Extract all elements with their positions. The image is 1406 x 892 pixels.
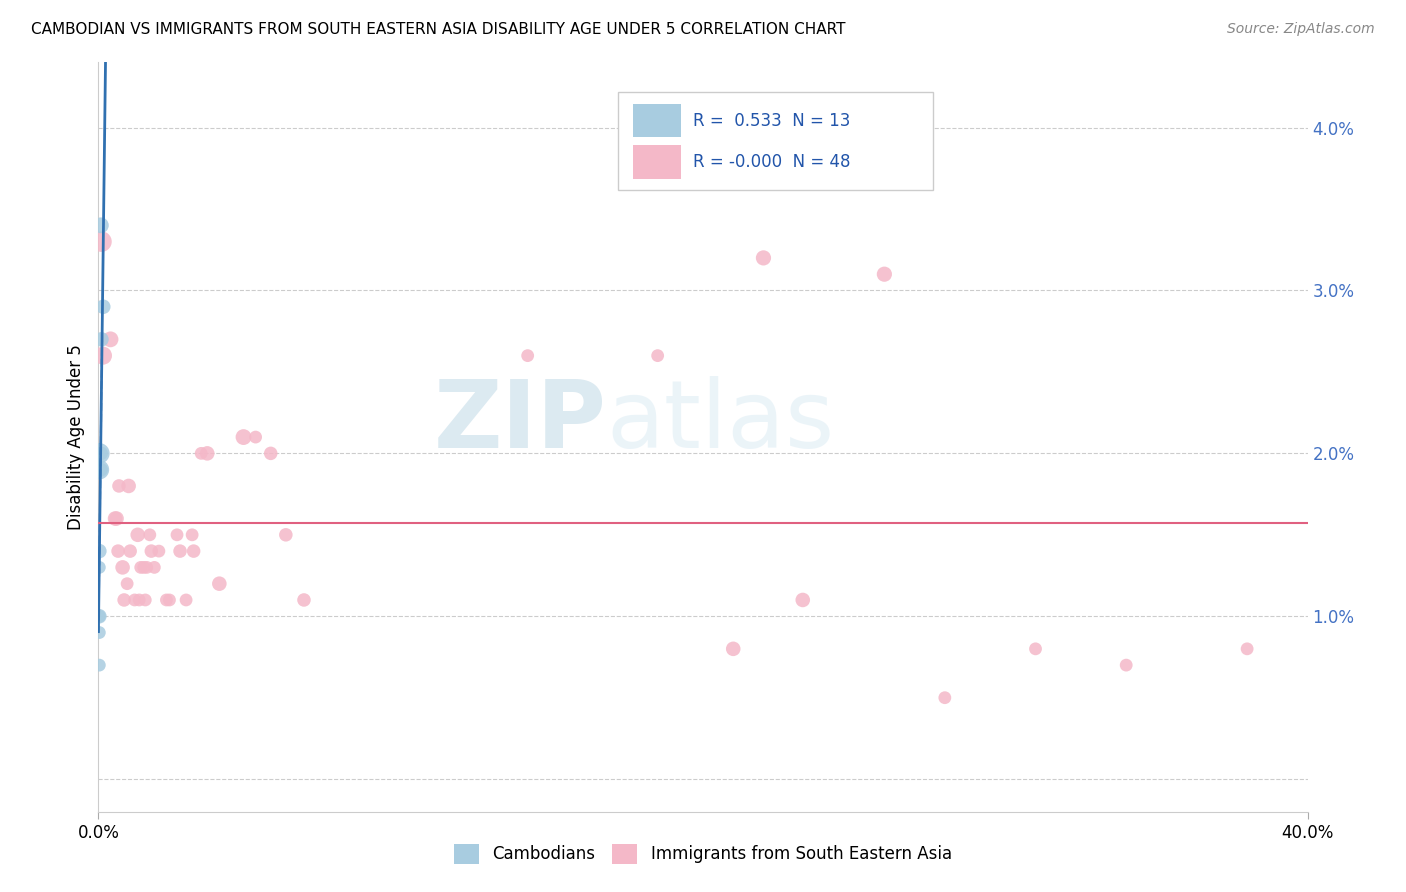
Point <box>174 593 197 607</box>
Point <box>190 446 212 460</box>
Legend: Cambodians, Immigrants from South Eastern Asia: Cambodians, Immigrants from South Easter… <box>447 838 959 871</box>
Bar <box>633 103 682 137</box>
Point <box>90 332 112 346</box>
Point <box>260 446 283 460</box>
Point <box>155 593 177 607</box>
Point <box>148 544 170 558</box>
Point <box>752 251 775 265</box>
Point <box>141 544 163 558</box>
Point <box>120 544 142 558</box>
Point <box>89 544 111 558</box>
Point <box>723 641 745 656</box>
Point <box>112 593 135 607</box>
Point <box>90 219 112 233</box>
Point <box>792 593 814 607</box>
Point <box>89 609 111 624</box>
Point <box>91 300 114 314</box>
Point <box>208 576 231 591</box>
Point <box>132 560 155 574</box>
Text: R =  0.533  N = 13: R = 0.533 N = 13 <box>693 112 851 130</box>
Text: Source: ZipAtlas.com: Source: ZipAtlas.com <box>1227 22 1375 37</box>
Point <box>1024 641 1046 656</box>
Point <box>108 479 131 493</box>
Point <box>111 560 134 574</box>
Point <box>90 463 112 477</box>
Point <box>1236 641 1258 656</box>
Bar <box>619 93 932 190</box>
Point <box>104 511 127 525</box>
Point <box>105 511 128 525</box>
Point <box>274 528 297 542</box>
Point <box>129 560 152 574</box>
Text: atlas: atlas <box>606 376 835 468</box>
Point <box>127 528 149 542</box>
Point <box>181 528 204 542</box>
Point <box>118 479 141 493</box>
Point <box>89 658 111 673</box>
Point <box>195 446 218 460</box>
Y-axis label: Disability Age Under 5: Disability Age Under 5 <box>66 344 84 530</box>
Point <box>89 463 111 477</box>
Point <box>100 332 122 346</box>
Point <box>143 560 166 574</box>
Point <box>166 528 188 542</box>
Point <box>89 560 111 574</box>
Text: R = -0.000  N = 48: R = -0.000 N = 48 <box>693 153 851 171</box>
Bar <box>633 145 682 178</box>
Point <box>91 349 114 363</box>
Point <box>89 609 111 624</box>
Point <box>89 446 111 460</box>
Point <box>89 625 111 640</box>
Point <box>134 593 156 607</box>
Point <box>516 349 538 363</box>
Point <box>135 560 157 574</box>
Point <box>232 430 254 444</box>
Point <box>292 593 315 607</box>
Point <box>934 690 956 705</box>
Point <box>873 267 896 281</box>
Point <box>647 349 669 363</box>
Point <box>128 593 150 607</box>
Point <box>124 593 146 607</box>
Point <box>115 576 138 591</box>
Point <box>90 235 112 249</box>
Point <box>159 593 181 607</box>
Text: ZIP: ZIP <box>433 376 606 468</box>
Point <box>245 430 267 444</box>
Point <box>169 544 191 558</box>
Point <box>183 544 205 558</box>
Point <box>90 446 112 460</box>
Point <box>139 528 162 542</box>
Text: CAMBODIAN VS IMMIGRANTS FROM SOUTH EASTERN ASIA DISABILITY AGE UNDER 5 CORRELATI: CAMBODIAN VS IMMIGRANTS FROM SOUTH EASTE… <box>31 22 845 37</box>
Point <box>107 544 129 558</box>
Point <box>1115 658 1137 673</box>
